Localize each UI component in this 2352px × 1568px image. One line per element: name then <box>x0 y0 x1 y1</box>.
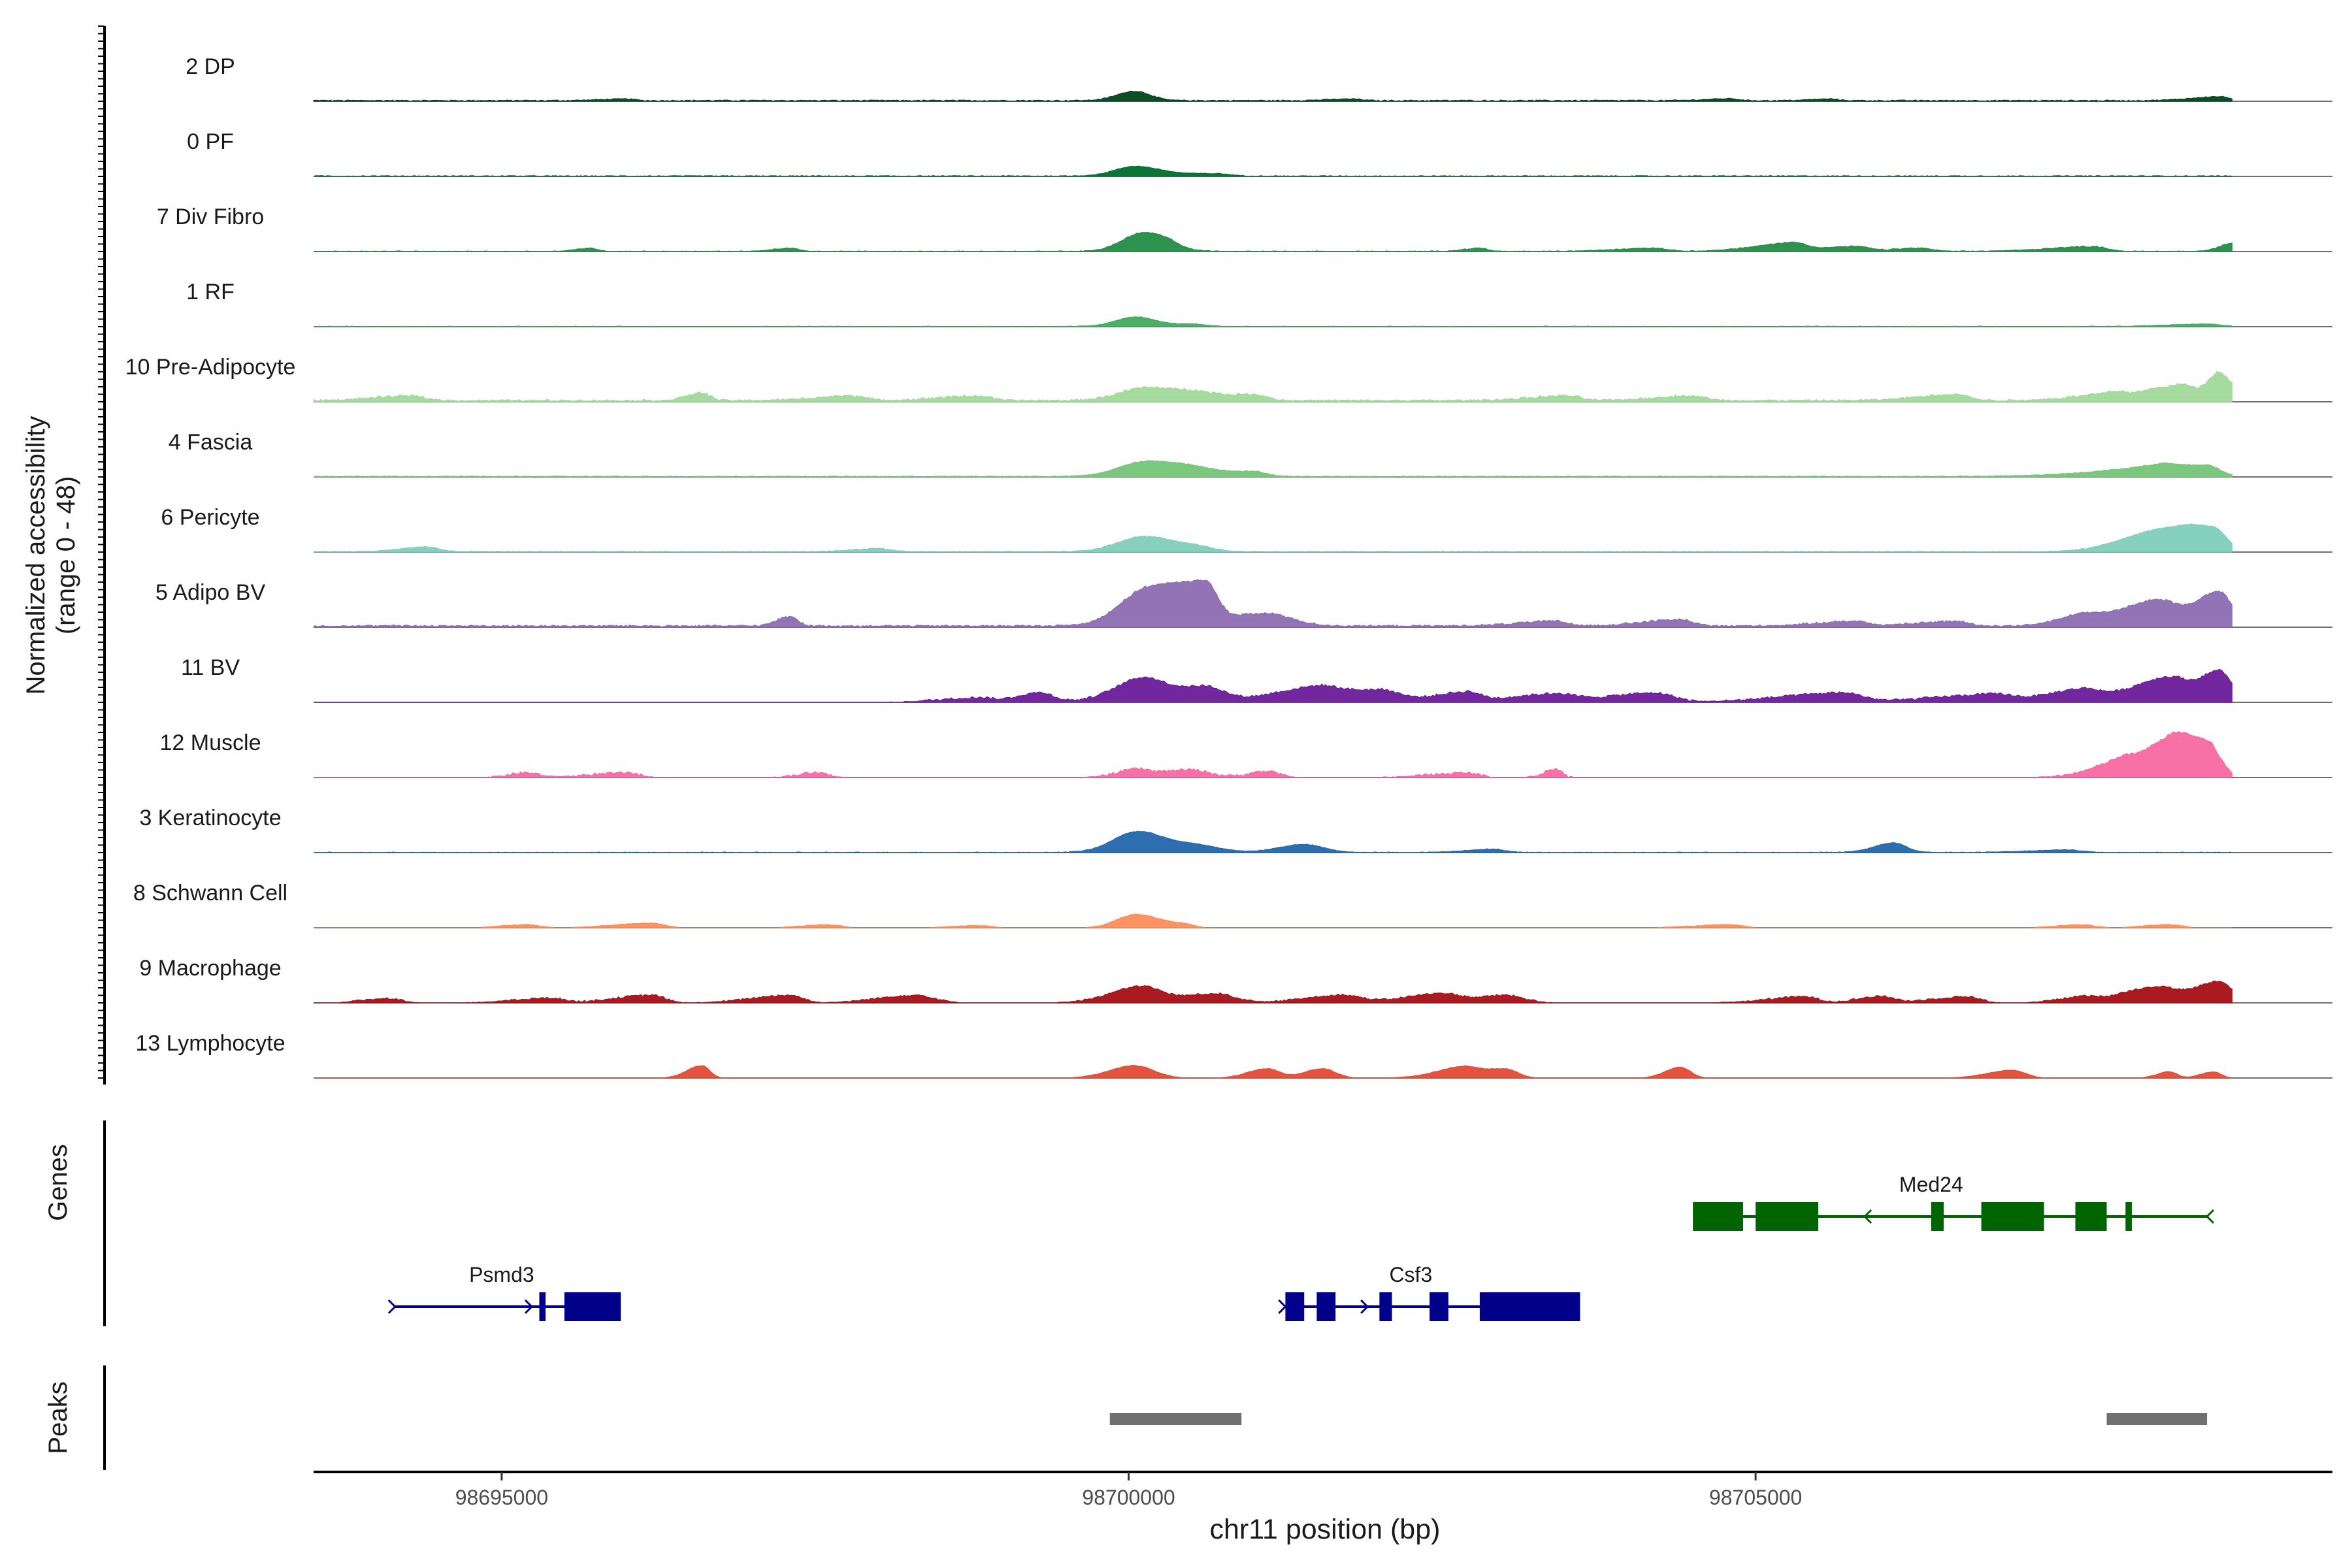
strand-chevron <box>524 1299 534 1315</box>
coverage-area <box>313 370 2232 402</box>
strand-chevron <box>1863 1209 1872 1224</box>
gene-track: Psmd3 Csf3 Med24 <box>103 1120 2215 1326</box>
track-label: 13 Lymphocyte <box>135 1031 285 1056</box>
gene-exon <box>1285 1292 1305 1321</box>
coverage-area <box>313 165 2232 177</box>
track-label: 2 DP <box>186 54 235 79</box>
gene-exon <box>1756 1202 1819 1231</box>
gene-exon <box>539 1292 546 1321</box>
gene-exon <box>2075 1202 2107 1231</box>
gene-model: Csf3 <box>1278 1263 1580 1321</box>
coverage-track: 7 Div Fibro <box>157 204 2332 252</box>
gene-exon <box>1379 1292 1392 1321</box>
coverage-track: 1 RF <box>186 280 2332 327</box>
gene-name: Psmd3 <box>469 1263 534 1286</box>
gene-exon <box>2125 1202 2132 1231</box>
x-tick-label: 98700000 <box>1082 1486 1175 1509</box>
coverage-area <box>314 1064 2232 1079</box>
coverage-track: 9 Macrophage <box>139 956 2332 1004</box>
coverage-tracks: 2 DP 0 PF 7 Div Fibro 1 RF 10 Pre-Adipocyte 4… <box>125 54 2332 1079</box>
strand-chevron <box>2205 1209 2215 1224</box>
track-label: 6 Pericyte <box>161 505 259 530</box>
genes-track-label: Genes <box>44 1144 73 1221</box>
coverage-area <box>314 316 2232 327</box>
peak-region <box>2106 1413 2208 1425</box>
gene-exon <box>1479 1292 1580 1321</box>
strand-chevron <box>1278 1299 1287 1315</box>
gene-name: Med24 <box>1899 1173 1963 1196</box>
track-label: 7 Div Fibro <box>157 204 264 229</box>
gene-exon <box>1931 1202 1944 1231</box>
peak-region <box>1109 1413 1242 1425</box>
x-axis: 98695000 98700000 98705000 <box>98 25 2332 1509</box>
strand-chevron <box>1360 1299 1369 1315</box>
track-label: 3 Keratinocyte <box>139 806 281 830</box>
track-label: 1 RF <box>186 280 235 304</box>
gene-model: Psmd3 <box>387 1263 621 1321</box>
track-label: 10 Pre-Adipocyte <box>125 355 296 380</box>
peaks-track-label: Peaks <box>44 1381 73 1454</box>
coverage-track: 11 BV <box>181 655 2332 703</box>
gene-model: Med24 <box>1693 1173 2215 1231</box>
coverage-track: 13 Lymphocyte <box>135 1031 2332 1079</box>
coverage-area <box>314 913 2232 928</box>
track-label: 11 BV <box>181 655 240 680</box>
coverage-track: 3 Keratinocyte <box>139 806 2332 853</box>
gene-name: Csf3 <box>1389 1263 1432 1286</box>
track-label: 5 Adipo BV <box>155 580 266 605</box>
coverage-track: 5 Adipo BV <box>155 579 2332 628</box>
coverage-area <box>314 669 2232 703</box>
peak-track <box>103 1365 2208 1470</box>
coverage-track: 10 Pre-Adipocyte <box>125 355 2332 402</box>
track-label: 4 Fascia <box>169 430 253 455</box>
coverage-track: 4 Fascia <box>169 430 2332 478</box>
coverage-track: 8 Schwann Cell <box>133 881 2332 928</box>
track-label: 12 Muscle <box>160 730 261 755</box>
track-label: 8 Schwann Cell <box>133 881 287 906</box>
gene-exon <box>1429 1292 1448 1321</box>
gene-exon <box>564 1292 621 1321</box>
coverage-area <box>313 460 2232 478</box>
coverage-track: 6 Pericyte <box>161 505 2332 553</box>
coverage-area <box>313 579 2232 628</box>
coverage-area <box>313 90 2232 102</box>
gene-exon <box>1316 1292 1336 1321</box>
x-tick-label: 98695000 <box>455 1486 548 1509</box>
coverage-track: 12 Muscle <box>160 730 2332 778</box>
strand-chevron <box>387 1299 397 1315</box>
coverage-track: 0 PF <box>187 129 2332 177</box>
gene-exon <box>1693 1202 1743 1231</box>
coverage-area <box>314 830 2232 853</box>
coverage-area <box>314 523 2232 553</box>
track-label: 9 Macrophage <box>139 956 281 981</box>
gene-exon <box>1981 1202 2044 1231</box>
x-axis-label: chr11 position (bp) <box>1210 1514 1441 1545</box>
coverage-area <box>314 731 2232 778</box>
y-axis-label: Normalized accessibility(range 0 - 48) <box>22 416 80 695</box>
coverage-area <box>314 232 2232 252</box>
track-label: 0 PF <box>187 129 234 154</box>
coverage-track: 2 DP <box>186 54 2332 102</box>
x-tick-label: 98705000 <box>1709 1486 1802 1509</box>
coverage-area <box>314 980 2232 1004</box>
